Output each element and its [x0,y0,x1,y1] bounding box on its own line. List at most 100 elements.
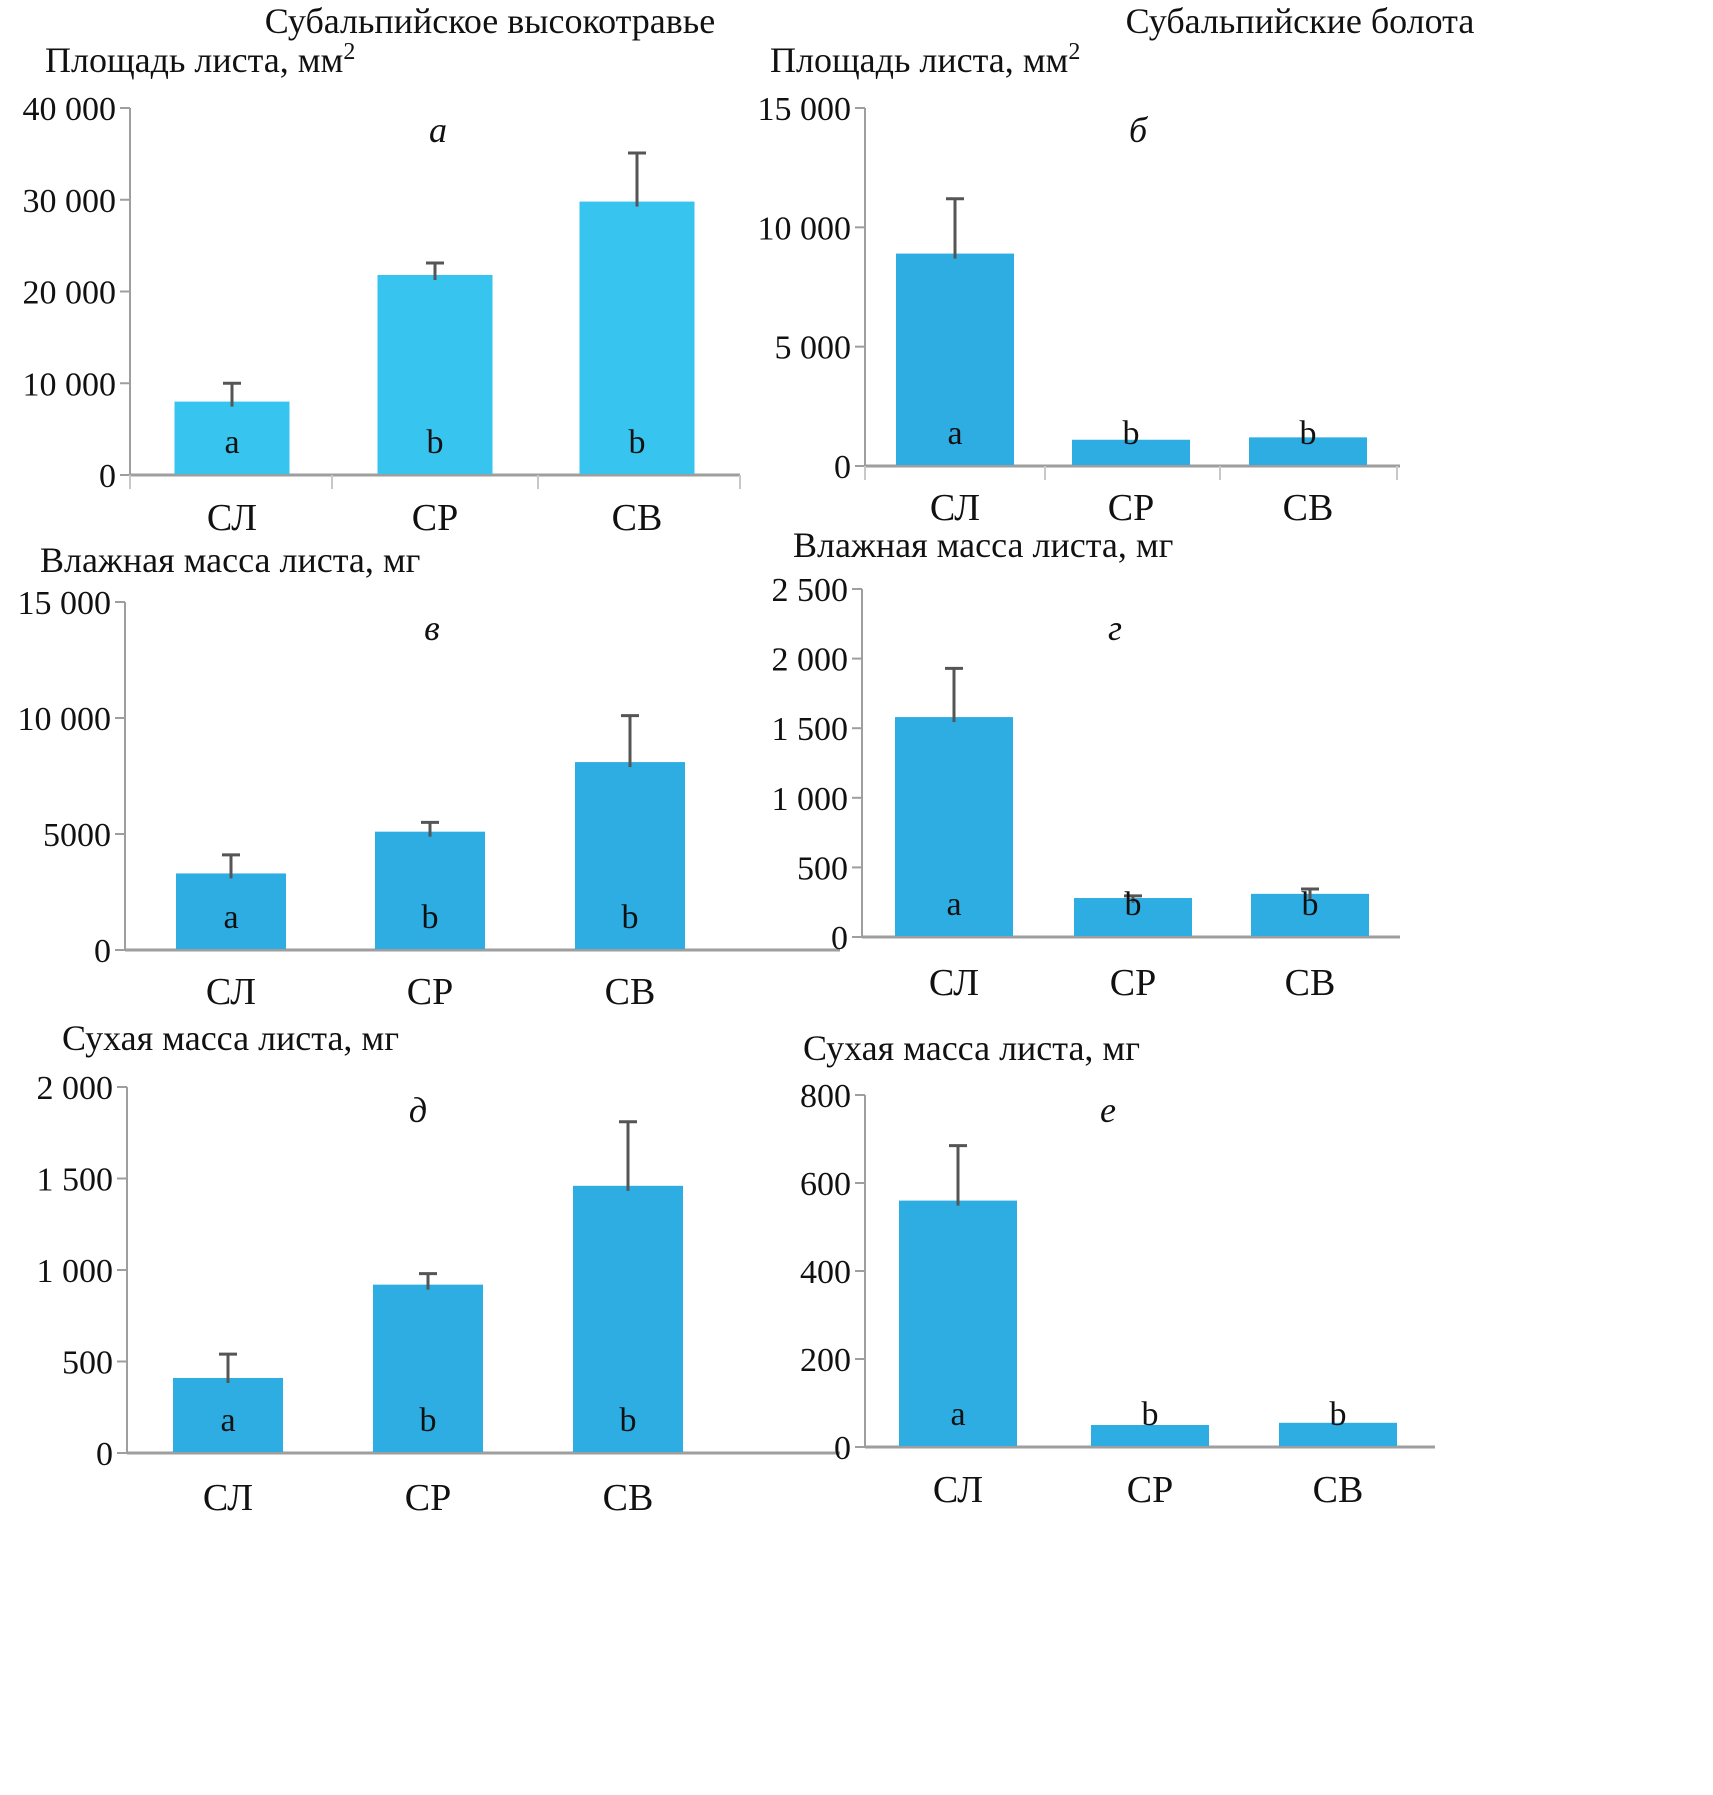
panel-letter: б [1129,110,1149,150]
y-tick-label: 800 [800,1078,851,1115]
y-axis-label: Площадь листа, мм2 [770,39,1080,80]
y-tick-label: 40 000 [23,91,117,128]
significance-letter: b [427,424,444,461]
x-category-label: СР [412,497,458,539]
y-tick-label: 10 000 [23,366,117,403]
x-category-label: СЛ [933,1469,983,1511]
y-tick-label: 20 000 [23,275,117,312]
y-tick-label: 0 [834,1430,851,1467]
chart-panel-2: Площадь листа, мм2 б 0 5 000 10 000 15 000 a СЛ… [758,39,1400,529]
significance-letter: b [1123,415,1140,452]
significance-letter: a [223,899,238,936]
significance-letter: a [950,1396,965,1433]
y-tick-label: 5000 [43,817,111,854]
bar-СЛ [176,873,286,949]
x-category-label: СВ [605,971,656,1013]
column-title-bogs: Субальпийские болота [1125,1,1475,41]
y-tick-label: 1 500 [772,711,849,748]
y-tick-label: 5 000 [775,330,852,367]
panel-letter: д [409,1090,427,1130]
bar-СЛ [174,401,290,474]
significance-letter: a [220,1402,235,1439]
significance-letter: a [946,886,961,923]
y-axis-label: Влажная масса листа, мг [40,540,420,580]
x-category-label: СВ [612,497,663,539]
x-category-label: СЛ [203,1477,253,1519]
x-category-label: СР [405,1477,451,1519]
significance-letter: b [1330,1396,1347,1433]
x-category-label: СВ [603,1477,654,1519]
column-title-tall-herbs: Субальпийское высокотравье [264,1,716,41]
significance-letter: a [224,424,239,461]
bar-СВ [1249,437,1367,465]
bar-СР [373,1284,483,1452]
x-category-label: СР [1110,962,1156,1004]
y-tick-label: 600 [800,1166,851,1203]
x-category-label: СЛ [929,962,979,1004]
x-category-label: СР [1108,487,1154,529]
x-category-label: СЛ [207,497,257,539]
chart-panel-3: Влажная масса листа, мгв 0 5000 10 000 15 00… [18,540,840,1013]
bar-СР [1074,898,1192,936]
significance-letter: b [620,1402,637,1439]
panel-letter: в [424,608,440,648]
y-tick-label: 10 000 [18,701,112,738]
panel-letter: г [1108,608,1122,648]
significance-letter: b [1125,886,1142,923]
y-tick-label: 200 [800,1342,851,1379]
panel-letter: а [429,110,447,150]
y-tick-label: 500 [62,1345,113,1382]
significance-letter: a [947,415,962,452]
bar-СВ [1251,893,1369,936]
x-category-label: СЛ [930,487,980,529]
bar-СР [1072,439,1190,465]
y-tick-label: 0 [831,920,848,957]
bar-СЛ [173,1377,283,1452]
x-category-label: СР [407,971,453,1013]
significance-letter: b [1142,1396,1159,1433]
bar-СР [375,831,485,949]
panel-letter: е [1100,1090,1116,1130]
significance-letter: b [1302,886,1319,923]
y-axis-label: Влажная масса листа, мг [793,525,1173,565]
significance-letter: b [420,1402,437,1439]
y-tick-label: 15 000 [758,91,852,128]
x-category-label: СР [1127,1469,1173,1511]
bar-СЛ [895,717,1013,936]
y-tick-label: 1 500 [37,1162,114,1199]
y-tick-label: 2 500 [772,572,849,609]
y-tick-label: 30 000 [23,183,117,220]
bar-СР [377,274,493,474]
bar-СР [1091,1425,1209,1446]
x-category-label: СВ [1313,1469,1364,1511]
x-category-label: СЛ [206,971,256,1013]
significance-letter: b [622,899,639,936]
significance-letter: b [422,899,439,936]
y-tick-label: 500 [797,850,848,887]
significance-letter: b [629,424,646,461]
y-tick-label: 0 [96,1436,113,1473]
chart-panel-4: Влажная масса листа, мг г 0 500 1 000 1 500 2 … [772,525,1400,1004]
bar-СВ [1279,1422,1397,1446]
x-category-label: СВ [1285,962,1336,1004]
bar-СВ [573,1185,683,1452]
bar-СЛ [896,253,1014,465]
significance-letter: b [1300,415,1317,452]
chart-panel-6: Сухая масса листа, мге0200400600800aСЛbС… [800,1028,1435,1511]
y-tick-label: 15 000 [18,585,112,622]
y-tick-label: 400 [800,1254,851,1291]
y-tick-label: 2 000 [772,642,849,679]
y-axis-label: Площадь листа, мм2 [45,39,355,80]
y-axis-label: Сухая масса листа, мг [803,1028,1140,1068]
chart-panel-5: Сухая масса листа, мгд 0 500 1 000 1 500 2 00… [37,1018,840,1519]
bar-СЛ [899,1200,1017,1446]
y-tick-label: 0 [99,458,116,495]
bar-СВ [579,201,695,474]
y-tick-label: 0 [94,933,111,970]
x-category-label: СВ [1283,487,1334,529]
y-tick-label: 1 000 [37,1253,114,1290]
y-tick-label: 10 000 [758,210,852,247]
y-tick-label: 1 000 [772,781,849,818]
y-tick-label: 0 [834,449,851,486]
